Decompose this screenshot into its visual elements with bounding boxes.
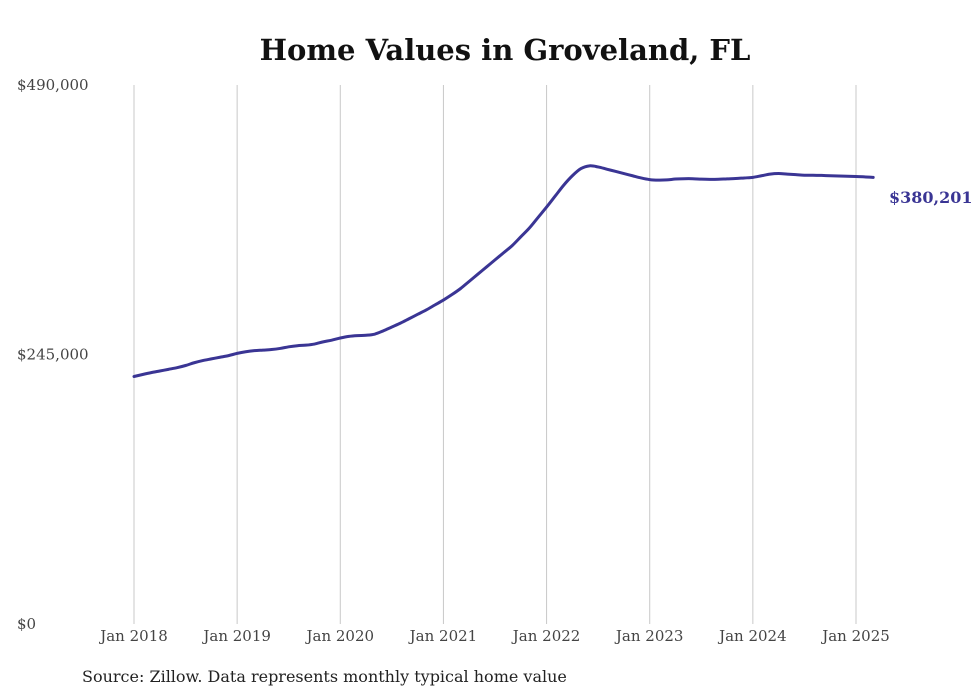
y-tick-label: $245,000	[17, 346, 89, 364]
x-tick-label: Jan 2025	[820, 627, 890, 645]
y-tick-label: $490,000	[17, 76, 89, 94]
x-tick-label: Jan 2024	[717, 627, 787, 645]
grid-lines	[133, 85, 857, 624]
x-axis-ticks: Jan 2018 Jan 2019 Jan 2020 Jan 2021 Jan 2022…	[98, 627, 890, 645]
end-value-label: $380,201	[889, 188, 973, 207]
x-tick-label: Jan 2020	[305, 627, 375, 645]
source-note: Source: Zillow. Data represents monthly …	[82, 667, 567, 686]
y-tick-label: $0	[17, 615, 36, 633]
y-axis-ticks: $0 $245,000 $490,000	[17, 76, 89, 633]
x-tick-label: Jan 2021	[408, 627, 478, 645]
x-tick-label: Jan 2019	[201, 627, 271, 645]
series-line	[132, 164, 875, 378]
chart-title: Home Values in Groveland, FL	[260, 33, 751, 67]
x-tick-label: Jan 2022	[511, 627, 581, 645]
series-layer	[132, 164, 875, 378]
x-tick-label: Jan 2023	[614, 627, 684, 645]
x-tick-label: Jan 2018	[98, 627, 168, 645]
